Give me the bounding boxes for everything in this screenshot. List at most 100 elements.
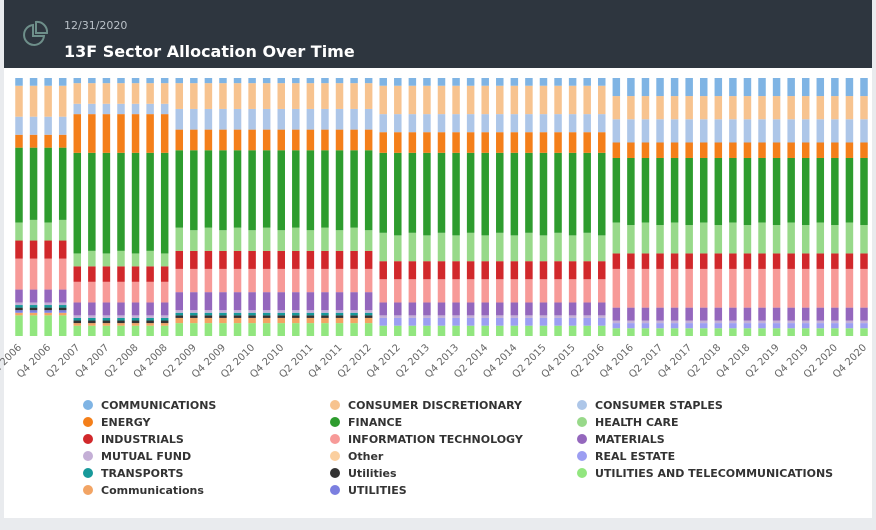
bar-segment	[437, 232, 446, 262]
bar-segment	[379, 132, 387, 153]
bar-segment	[408, 232, 417, 262]
bar-segment	[598, 302, 606, 316]
bar-segment	[437, 317, 446, 326]
bar-segment	[321, 317, 329, 324]
bar-segment	[379, 315, 387, 318]
bar-segment	[131, 152, 140, 254]
bar-segment	[88, 315, 96, 318]
legend-marker	[330, 400, 340, 410]
bar-segment	[190, 108, 198, 130]
bar-segment	[699, 328, 708, 336]
bar-segment	[44, 258, 52, 290]
bar-segment	[262, 315, 271, 318]
bar-segment	[758, 96, 766, 120]
bar-segment	[29, 240, 38, 259]
bar-segment	[102, 325, 111, 336]
bar-segment	[452, 279, 460, 303]
bar-segment	[321, 323, 329, 336]
bar-segment	[335, 292, 344, 311]
bar-segment	[233, 83, 242, 109]
bar-segment	[554, 152, 562, 233]
bar-segment	[583, 261, 591, 280]
bar-segment	[204, 78, 213, 84]
bar-segment	[699, 320, 708, 324]
bar-segment	[364, 150, 373, 231]
bar-segment	[321, 292, 329, 311]
bar-segment	[321, 227, 329, 251]
bar-segment	[714, 78, 723, 97]
bar-segment	[860, 142, 868, 158]
bar-segment	[554, 114, 562, 133]
bar-segment	[102, 253, 111, 267]
bar-segment	[73, 320, 82, 324]
bar-segment	[350, 315, 358, 318]
bar-segment	[219, 108, 227, 130]
bar-segment	[612, 320, 621, 324]
bar-segment	[175, 317, 184, 324]
bar-segment	[131, 281, 140, 303]
bar-segment	[408, 261, 417, 280]
bar-segment	[787, 328, 795, 336]
bar-segment	[641, 78, 650, 97]
bar-segment	[88, 266, 96, 282]
bar-segment	[787, 157, 795, 223]
legend-label: CONSUMER STAPLES	[595, 399, 723, 412]
bar-segment	[466, 315, 475, 318]
bar-segment	[685, 78, 693, 97]
bar-segment	[568, 78, 577, 86]
bar-segment	[743, 78, 752, 97]
bar-segment	[481, 302, 489, 316]
bar-segment	[204, 268, 213, 293]
bar-segment	[466, 317, 475, 326]
bar-segment	[117, 323, 125, 326]
bar-segment	[277, 323, 285, 336]
bar-segment	[510, 235, 519, 262]
bar-segment	[44, 78, 52, 86]
bar-segment	[44, 222, 52, 241]
bar-segment	[335, 310, 344, 313]
bar-segment	[539, 279, 548, 303]
bar-segment	[423, 317, 431, 326]
bar-segment	[248, 108, 256, 130]
bar-segment	[641, 119, 650, 143]
bar-segment	[350, 150, 358, 228]
bar-segment	[262, 312, 271, 316]
bar-segment	[379, 279, 387, 303]
bar-segment	[248, 250, 256, 269]
bar-segment	[364, 250, 373, 269]
bar-segment	[729, 268, 737, 308]
bar-segment	[641, 157, 650, 223]
bar-segment	[408, 152, 417, 233]
bar-segment	[466, 325, 475, 336]
bar-segment	[146, 103, 154, 115]
bar-segment	[350, 227, 358, 251]
bar-segment	[685, 328, 693, 336]
bar-segment	[379, 85, 387, 115]
bar-segment	[219, 323, 227, 336]
bar-segment	[801, 320, 810, 324]
bar-segment	[568, 132, 577, 153]
header-icon	[23, 20, 49, 46]
bar-segment	[627, 157, 635, 226]
bar-segment	[437, 85, 446, 115]
bar-segment	[44, 310, 52, 313]
bar-segment	[219, 268, 227, 293]
bar-segment	[160, 253, 169, 267]
bar-segment	[364, 230, 373, 251]
bar-segment	[816, 320, 825, 324]
bar-segment	[29, 78, 38, 86]
bar-segment	[539, 114, 548, 133]
bar-segment	[816, 307, 825, 321]
bar-segment	[554, 279, 562, 303]
bar-segment	[117, 103, 125, 115]
bar-segment	[58, 258, 67, 290]
bar-segment	[73, 315, 82, 318]
bar-segment	[699, 222, 708, 254]
bar-segment	[598, 152, 606, 236]
bar-segment	[685, 142, 693, 158]
bar-segment	[190, 315, 198, 318]
bar-segment	[58, 240, 67, 259]
bar-segment	[801, 119, 810, 143]
bar-segment	[58, 289, 67, 303]
